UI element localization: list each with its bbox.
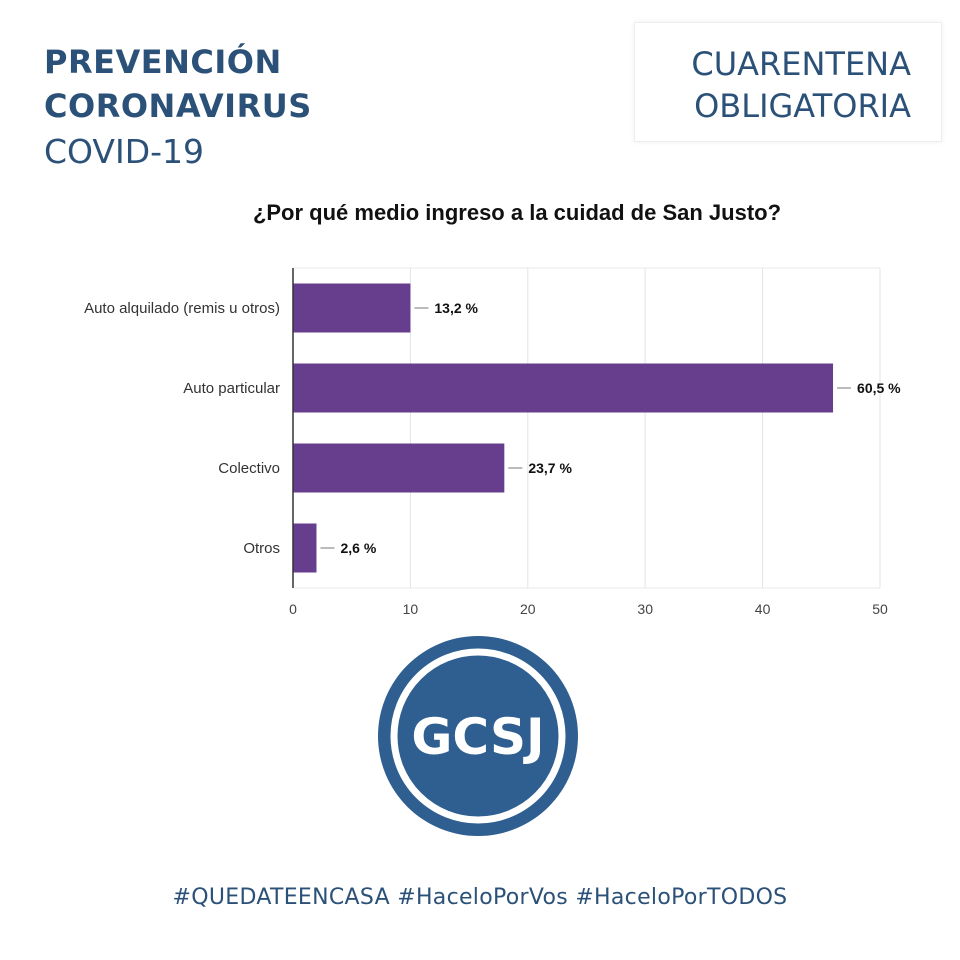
category-label: Otros <box>243 540 280 557</box>
data-label: 23,7 % <box>528 460 572 476</box>
logo-text: GCSJ <box>411 708 544 766</box>
data-label: 60,5 % <box>857 380 901 396</box>
chart-title: ¿Por qué medio ingreso a la cuidad de Sa… <box>253 200 781 225</box>
hashtags-footer: #QUEDATEENCASA #HaceloPorVos #HaceloPorT… <box>172 885 788 910</box>
quarantine-line2: OBLIGATORIA <box>694 87 911 125</box>
bar-chart: ¿Por qué medio ingreso a la cuidad de Sa… <box>84 200 901 617</box>
x-tick-label: 0 <box>289 601 297 617</box>
quarantine-box: CUARENTENA OBLIGATORIA <box>634 22 942 142</box>
category-label: Colectivo <box>218 460 280 477</box>
quarantine-line1: CUARENTENA <box>691 45 911 83</box>
gcsj-logo: GCSJ <box>378 636 578 836</box>
category-label: Auto alquilado (remis u otros) <box>84 300 280 317</box>
x-tick-label: 20 <box>520 601 536 617</box>
x-tick-label: 10 <box>403 601 419 617</box>
header-title-block: PREVENCIÓN CORONAVIRUS COVID-19 <box>44 40 312 174</box>
header-subtitle: COVID-19 <box>44 132 205 171</box>
category-label: Auto particular <box>183 380 280 397</box>
header-title-line2: CORONAVIRUS <box>44 87 312 125</box>
data-label: 2,6 % <box>340 540 376 556</box>
header-title-line1: PREVENCIÓN <box>44 43 282 81</box>
x-tick-label: 40 <box>755 601 771 617</box>
bar <box>293 443 505 493</box>
bar <box>293 283 411 333</box>
bar <box>293 523 317 573</box>
x-tick-label: 30 <box>637 601 653 617</box>
x-tick-label: 50 <box>872 601 888 617</box>
data-label: 13,2 % <box>434 300 478 316</box>
bar <box>293 363 834 413</box>
